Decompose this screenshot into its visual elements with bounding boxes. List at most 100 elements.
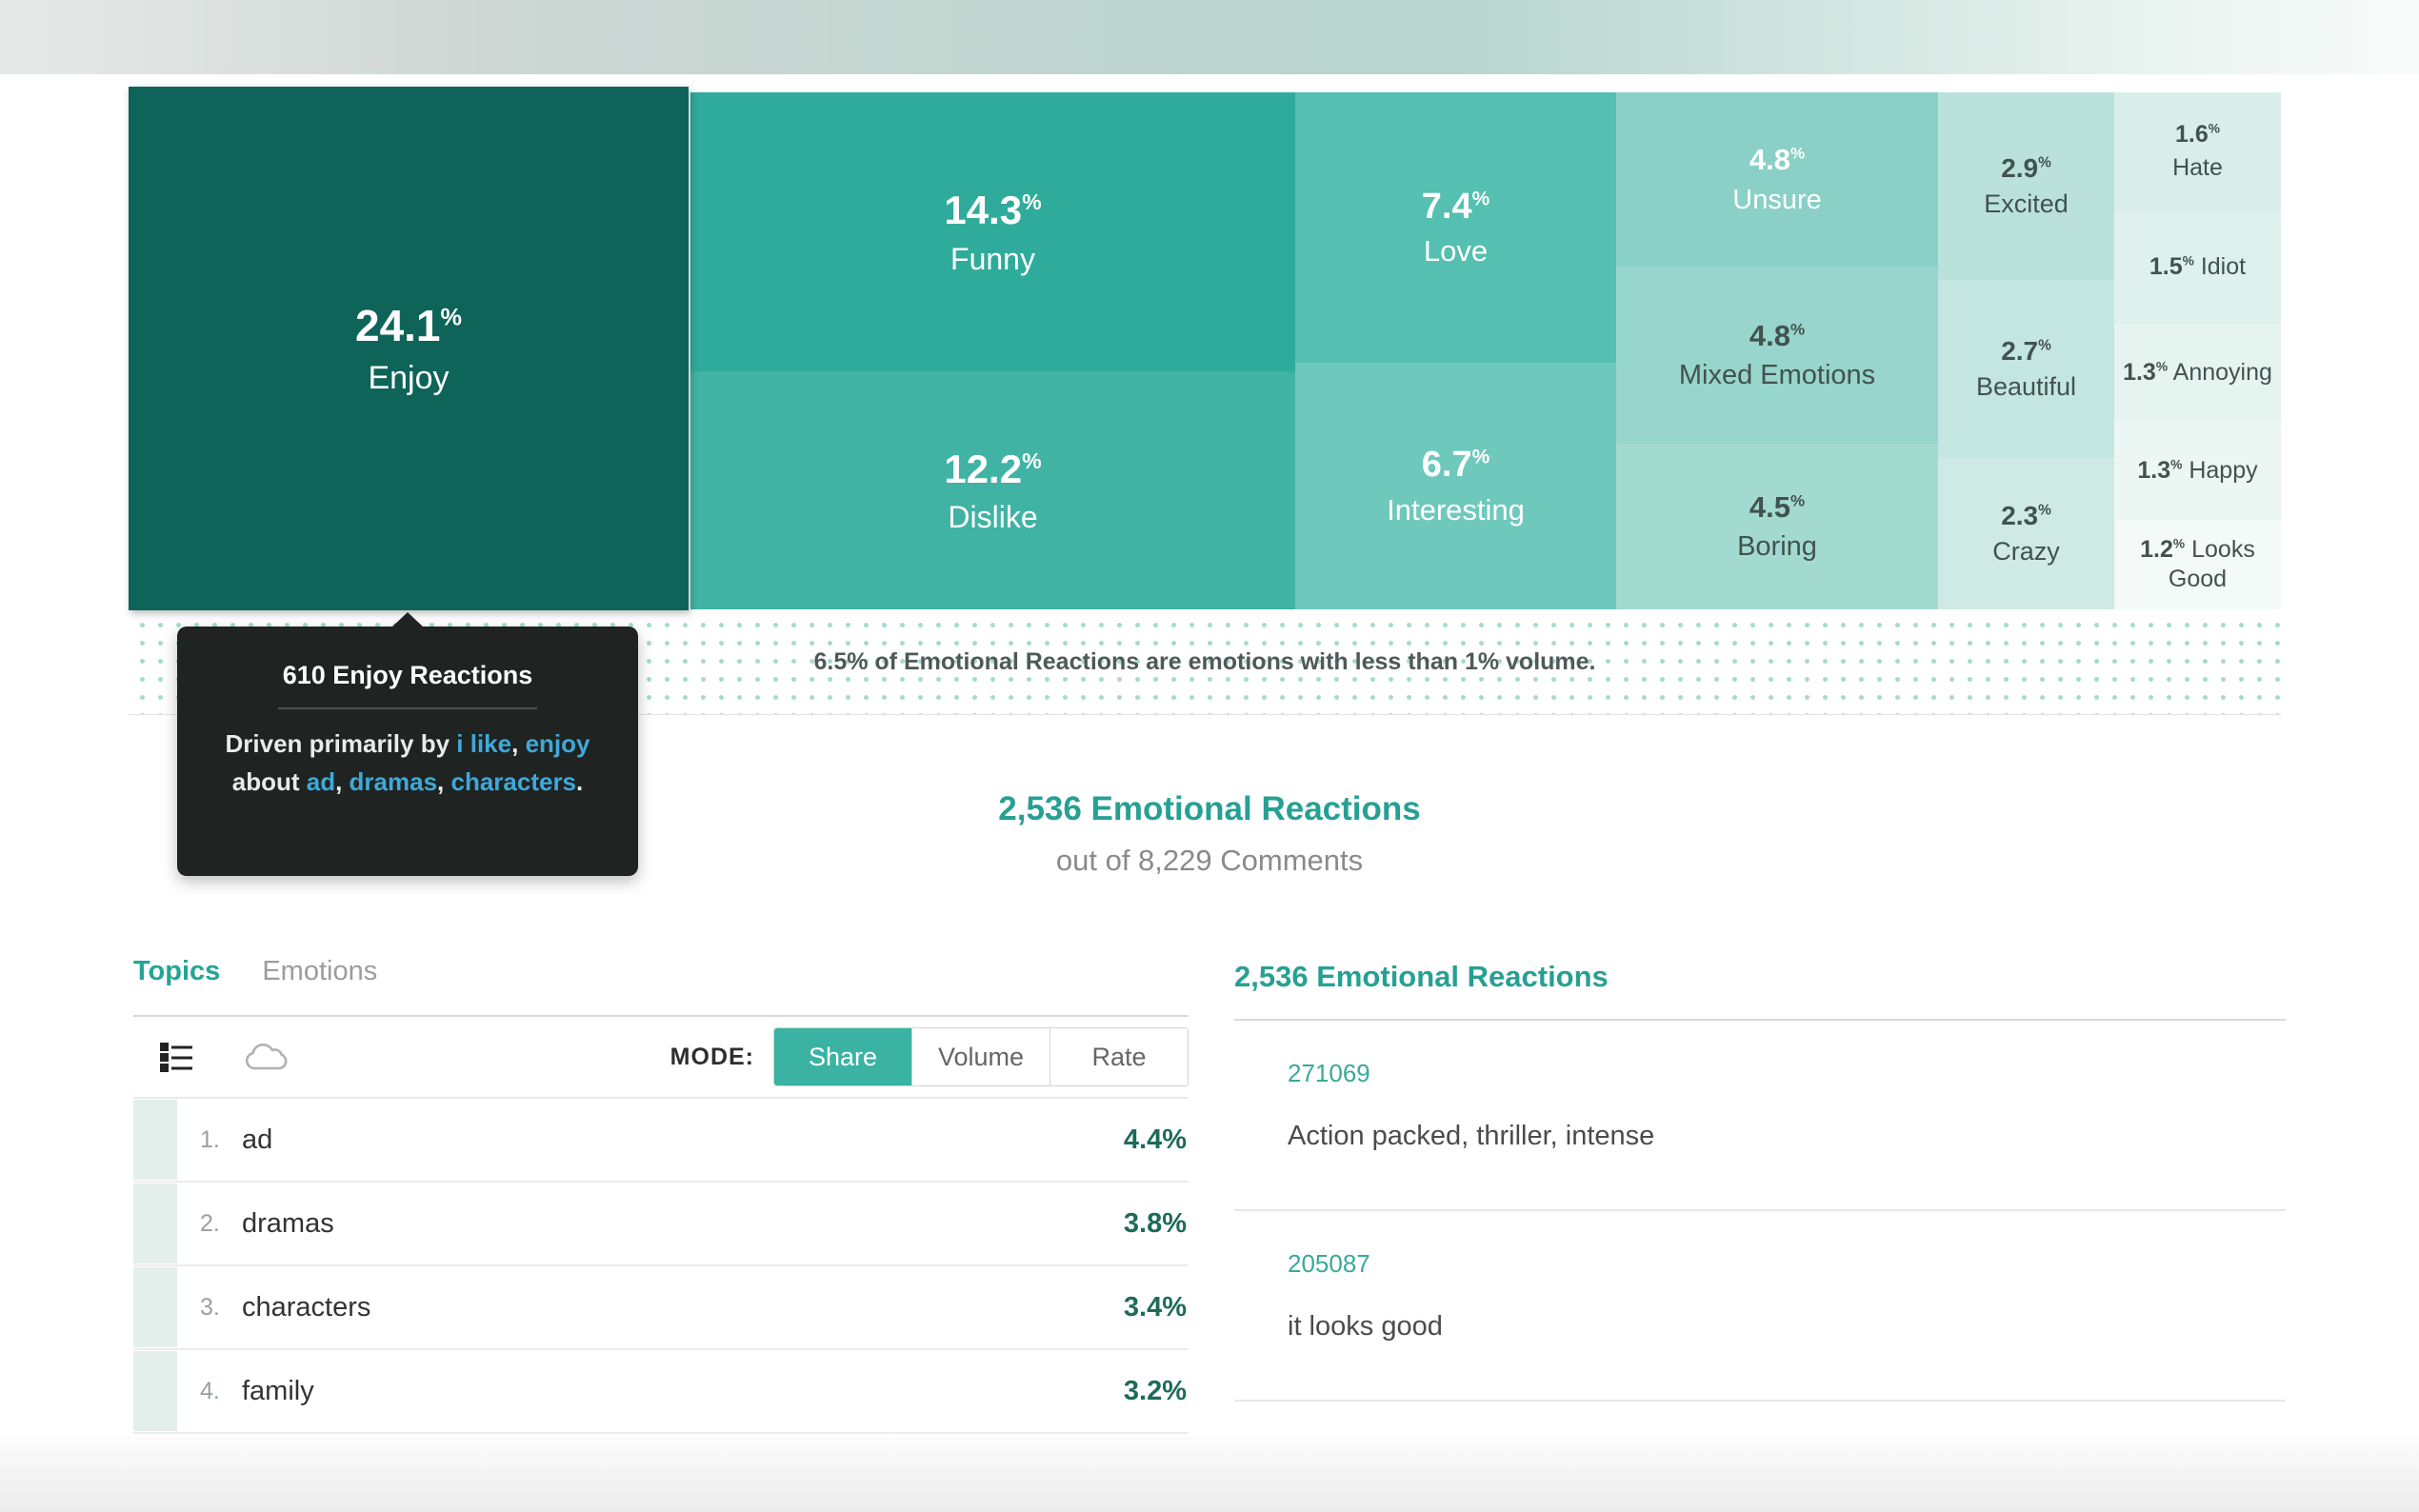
cell-label: Hate (2172, 154, 2223, 181)
treemap-cell-love[interactable]: 7.4% Love (1295, 92, 1616, 363)
cell-inline-label: 1.2% Looks Good (2114, 535, 2281, 595)
comment-text: Action packed, thriller, intense (1288, 1121, 1655, 1151)
cell-value: 2.7% (2001, 336, 2051, 367)
comment-id-link[interactable]: 271069 (1288, 1059, 1370, 1087)
reactions-panel-divider (1234, 1019, 2286, 1021)
cell-value: 4.5% (1749, 489, 1806, 524)
cell-label: Enjoy (368, 359, 450, 396)
cell-label: Mixed Emotions (1678, 360, 1876, 391)
treemap-cell-crazy[interactable]: 2.3% Crazy (1938, 458, 2114, 609)
topic-rank: 2. (200, 1209, 220, 1237)
cell-label: Happy (2182, 456, 2258, 484)
topics-emotions-tabs: Topics Emotions (133, 956, 1189, 1000)
topic-name: dramas (242, 1207, 334, 1239)
cell-label: Interesting (1387, 492, 1525, 527)
treemap-cell-interesting[interactable]: 6.7% Interesting (1295, 363, 1616, 609)
mode-button-volume[interactable]: Volume (911, 1028, 1050, 1085)
cell-value: 14.3% (944, 188, 1042, 233)
enjoy-tooltip: 610 Enjoy Reactions Driven primarily by … (177, 612, 638, 876)
treemap-cell-enjoy[interactable]: 24.1% Enjoy (129, 87, 689, 610)
topic-rank: 1. (200, 1125, 220, 1153)
topic-name: ad (242, 1124, 273, 1155)
topic-share-bar (133, 1184, 177, 1263)
topic-rank: 4. (200, 1377, 220, 1404)
tooltip-text: , (511, 729, 526, 758)
mode-label: MODE: (670, 1043, 754, 1070)
comment-id-link[interactable]: 205087 (1288, 1249, 1370, 1278)
cell-value: 1.2% (2140, 535, 2186, 563)
word-cloud-icon[interactable] (242, 1038, 291, 1076)
tooltip-link-dramas[interactable]: dramas (349, 767, 438, 796)
tabs-divider (133, 1015, 1189, 1017)
treemap-cell-mixed[interactable]: 4.8% Mixed Emotions (1616, 267, 1938, 444)
cell-value: 12.2% (944, 446, 1042, 491)
cell-value: 1.3% (2123, 358, 2169, 386)
topics-panel: Topics Emotions MODE: Share Volume Rate 1. a… (133, 956, 1189, 1434)
treemap-cell-beautiful[interactable]: 2.7% Beautiful (1938, 280, 2114, 458)
topic-row-ad[interactable]: 1. ad 4.4% (133, 1099, 1189, 1183)
topic-row-characters[interactable]: 3. characters 3.4% (133, 1266, 1189, 1350)
treemap-cell-dislike[interactable]: 12.2% Dislike (690, 371, 1295, 609)
tooltip-link-i-like[interactable]: i like (456, 729, 512, 758)
tooltip-link-characters[interactable]: characters (450, 767, 577, 796)
cell-label: Unsure (1732, 184, 1822, 215)
treemap-footnote: 6.5% of Emotional Reactions are emotions… (813, 647, 1596, 675)
topic-share-value: 3.2% (1123, 1375, 1187, 1406)
comment-item: 205087 it looks good (1234, 1211, 2286, 1402)
topic-row-dramas[interactable]: 2. dramas 3.8% (133, 1183, 1189, 1266)
treemap-cell-idiot[interactable]: 1.5% Idiot (2114, 210, 2281, 324)
treemap-cell-excited[interactable]: 2.9% Excited (1938, 92, 2114, 280)
cell-label: Funny (950, 241, 1035, 276)
topic-share-bar (133, 1351, 177, 1431)
topic-rank: 3. (200, 1293, 220, 1321)
topic-share-value: 3.8% (1123, 1207, 1187, 1239)
top-gradient-bar (0, 0, 2419, 74)
tooltip-link-enjoy[interactable]: enjoy (525, 729, 590, 758)
treemap-cell-unsure[interactable]: 4.8% Unsure (1616, 92, 1938, 267)
cell-value: 6.7% (1421, 445, 1490, 486)
mode-button-rate[interactable]: Rate (1050, 1028, 1188, 1085)
cell-value: 2.9% (2001, 153, 2051, 184)
tooltip-link-ad[interactable]: ad (306, 767, 336, 796)
treemap-cell-funny[interactable]: 14.3% Funny (690, 92, 1295, 371)
treemap-cell-hate[interactable]: 1.6% Hate (2114, 92, 2281, 210)
emotions-treemap: 24.1% Enjoy 14.3% Funny 12.2% Dislike 7.4% Love… (129, 87, 2281, 610)
comment-item: 271069 Action packed, thriller, intense (1234, 1021, 2286, 1211)
tooltip-text: , (437, 767, 451, 796)
cell-value: 4.8% (1749, 143, 1806, 176)
topic-share-bar (133, 1267, 177, 1347)
reactions-summary-subtitle: out of 8,229 Comments (1055, 844, 1364, 877)
cell-label: Idiot (2193, 252, 2247, 280)
page-footer (0, 1436, 2419, 1512)
topic-row-family[interactable]: 4. family 3.2% (133, 1350, 1189, 1434)
cell-inline-label: 1.3% Happy (2137, 456, 2257, 486)
cell-value: 1.5% (2149, 252, 2194, 280)
tooltip-text: Driven primarily by (225, 729, 457, 758)
tooltip-text: , (335, 767, 350, 796)
cell-label: Excited (1984, 189, 2069, 219)
cell-label: Love (1423, 234, 1489, 269)
tab-topics[interactable]: Topics (133, 956, 221, 986)
tab-emotions[interactable]: Emotions (262, 956, 378, 986)
cell-value: 24.1% (354, 301, 463, 350)
mode-button-share[interactable]: Share (774, 1028, 911, 1085)
reactions-summary-title: 2,536 Emotional Reactions (998, 790, 1421, 827)
treemap-cell-looksgood[interactable]: 1.2% Looks Good (2114, 520, 2281, 609)
tooltip-divider (278, 707, 537, 709)
treemap-cell-boring[interactable]: 4.5% Boring (1616, 444, 1938, 609)
topic-name: family (242, 1375, 314, 1406)
tooltip-arrow (391, 612, 424, 627)
cell-inline-label: 1.5% Idiot (2149, 252, 2246, 282)
cell-label: Dislike (948, 500, 1038, 535)
cell-label: Boring (1737, 531, 1817, 563)
comments-list: 271069 Action packed, thriller, intense 20… (1234, 1021, 2286, 1402)
cell-value: 2.3% (2001, 501, 2051, 531)
reactions-summary: 2,536 Emotional Reactions out of 8,229 C… (0, 790, 2419, 878)
topic-share-value: 4.4% (1123, 1124, 1187, 1155)
comment-text: it looks good (1288, 1311, 1443, 1342)
topics-toolbar: MODE: Share Volume Rate (133, 1017, 1189, 1099)
treemap-cell-annoying[interactable]: 1.3% Annoying (2114, 324, 2281, 422)
list-view-icon[interactable] (158, 1038, 196, 1076)
treemap-cell-happy[interactable]: 1.3% Happy (2114, 422, 2281, 520)
